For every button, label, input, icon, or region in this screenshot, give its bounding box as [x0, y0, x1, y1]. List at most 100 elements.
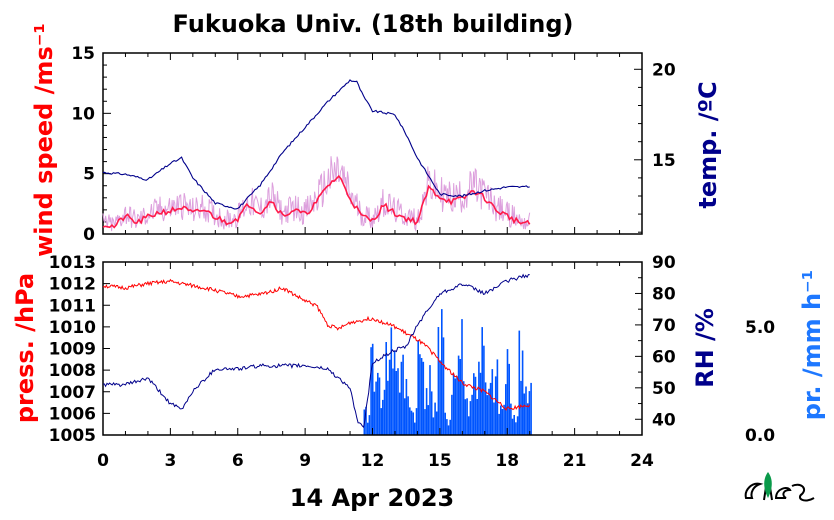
precip-bar — [371, 343, 374, 435]
rh-y-tick-label: 70 — [652, 316, 676, 336]
precip-bar — [503, 404, 505, 435]
precip-bar — [530, 382, 532, 435]
precip-bar — [377, 372, 379, 435]
precip-bar — [493, 402, 495, 435]
precip-bar — [454, 378, 457, 435]
precip-bar — [403, 398, 406, 435]
press-y-tick-label: 1007 — [49, 383, 96, 403]
precip-bar — [415, 408, 418, 435]
precip-bar — [441, 309, 443, 435]
precip-bar — [380, 408, 382, 435]
precip-bar — [479, 372, 482, 435]
precip-bar — [478, 361, 480, 435]
wind-y-tick-label: 0 — [83, 225, 95, 245]
precip-bar — [368, 415, 371, 435]
precip-bar — [498, 413, 500, 435]
precip-ylabel: pr. /mm h⁻¹ — [798, 270, 826, 420]
precip-bar — [528, 391, 531, 435]
precip-bar — [422, 361, 425, 435]
precip-bar — [456, 376, 458, 435]
precip-bar — [390, 327, 393, 435]
rh-y-tick-label: 40 — [652, 410, 676, 430]
precip-bar — [414, 422, 416, 435]
precip-bar — [513, 415, 515, 435]
chart-title: Fukuoka Univ. (18th building) — [173, 10, 574, 38]
precip-bar — [378, 377, 381, 435]
precip-bar — [489, 382, 492, 435]
press-y-tick-label: 1008 — [49, 361, 96, 381]
precip-bar — [425, 388, 428, 435]
precip-bar — [383, 389, 386, 435]
precip-bar — [446, 419, 448, 435]
precip-bar — [526, 403, 529, 435]
wind-speed-line — [102, 175, 531, 229]
x-tick-label: 24 — [630, 451, 654, 471]
precip-bar — [523, 393, 526, 435]
temp-y-tick-label: 15 — [652, 151, 676, 171]
press-y-tick-label: 1011 — [49, 296, 96, 316]
precip-bar — [464, 399, 467, 435]
press-y-tick-label: 1012 — [49, 275, 96, 295]
precip-bar — [444, 412, 446, 435]
precip-bar — [462, 381, 465, 435]
x-tick-label: 12 — [361, 451, 385, 471]
precip-bar — [461, 319, 463, 435]
precip-bar — [427, 405, 430, 435]
precip-bar — [459, 359, 462, 435]
precip-bar — [496, 359, 499, 435]
precip-bar — [486, 395, 489, 435]
precip-bar — [521, 350, 524, 435]
precip-bar — [457, 355, 460, 435]
precip-bar — [412, 412, 414, 435]
press-ylabel: press. /hPa — [11, 273, 39, 423]
precip-bar — [494, 376, 497, 435]
precip-bar — [392, 368, 394, 435]
precip-bar — [491, 369, 494, 435]
precip-bar — [437, 327, 440, 435]
precip-bar — [473, 373, 475, 435]
precip-bar — [409, 407, 411, 435]
wind-y-tick-label: 10 — [71, 104, 95, 124]
x-tick-label: 21 — [563, 451, 587, 471]
precip-bar — [432, 417, 435, 435]
precip-bar — [520, 380, 522, 435]
wind-ylabel: wind speed /ms⁻¹ — [30, 23, 58, 257]
press-y-tick-label: 1006 — [49, 404, 96, 424]
rh-y-tick-label: 90 — [652, 253, 676, 273]
x-tick-label: 6 — [232, 451, 244, 471]
precip-bar — [417, 340, 419, 435]
precip-bar — [511, 418, 514, 435]
precip-bar — [447, 425, 450, 435]
press-y-tick-label: 1010 — [49, 318, 96, 338]
precip-bar — [484, 382, 487, 435]
wind-y-tick-label: 15 — [71, 44, 95, 64]
x-tick-label: 18 — [495, 451, 519, 471]
wind-raw-line — [102, 156, 531, 233]
precip-bar — [382, 399, 384, 435]
precip-bar — [370, 347, 372, 435]
rh-y-tick-label: 80 — [652, 284, 676, 304]
precip-bar — [365, 406, 367, 435]
date-label: 14 Apr 2023 — [290, 484, 455, 512]
top-panel: 0 5 10 15 15 20 — [71, 44, 676, 245]
x-tick-label: 0 — [97, 451, 109, 471]
precip-bar — [515, 422, 517, 435]
precip-bar — [474, 376, 477, 435]
precip-bar — [481, 327, 483, 435]
x-tick-label: 15 — [428, 451, 452, 471]
precip-bar — [405, 379, 408, 435]
precip-bar — [469, 401, 472, 435]
precip-bar — [410, 410, 413, 435]
nies-logo-icon — [744, 472, 815, 502]
precip-bar — [439, 360, 441, 435]
precip-bar — [451, 394, 453, 435]
precip-y-tick-label: 0.0 — [745, 426, 775, 446]
precip-bar — [395, 371, 398, 435]
precip-bar — [398, 392, 401, 435]
precip-bar — [430, 391, 433, 435]
precip-bar — [424, 409, 426, 435]
precip-bar — [510, 403, 512, 435]
precip-bar — [476, 399, 478, 435]
